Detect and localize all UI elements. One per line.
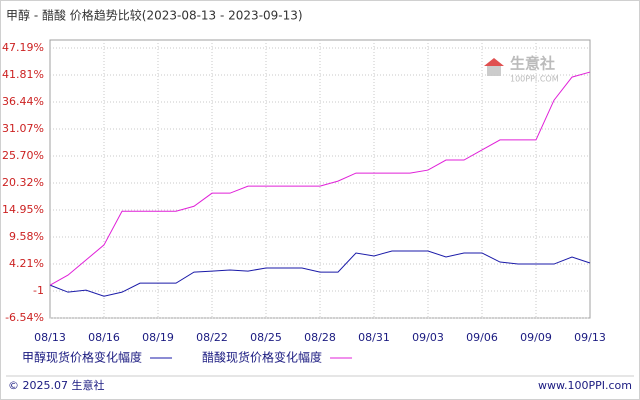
x-tick-label: 09/06 (466, 331, 498, 344)
chart-title: 甲醇 - 醋酸 价格趋势比较(2023-08-13 - 2023-09-13) (6, 8, 303, 23)
x-tick-label: 08/25 (250, 331, 282, 344)
y-tick-label: 9.58% (9, 230, 44, 243)
y-tick-label: -1 (33, 284, 44, 297)
y-tick-label: 4.21% (9, 257, 44, 270)
x-tick-label: 08/22 (196, 331, 228, 344)
x-tick-label: 08/19 (142, 331, 174, 344)
legend-label: 醋酸现货价格变化幅度 (202, 350, 322, 365)
legend-label: 甲醇现货价格变化幅度 (22, 350, 142, 365)
watermark-site: 100PPI.COM (510, 75, 559, 84)
y-tick-label: 14.95% (2, 203, 44, 216)
x-tick-label: 09/03 (412, 331, 444, 344)
footer-right: www.100PPI.com (538, 379, 632, 392)
y-tick-label: -6.54% (5, 311, 44, 324)
x-tick-label: 09/13 (574, 331, 606, 344)
watermark-name: 生意社 (510, 55, 555, 73)
y-tick-label: 31.07% (2, 122, 44, 135)
series-line (49, 250, 591, 297)
x-tick-label: 08/31 (358, 331, 390, 344)
x-tick-label: 08/13 (34, 331, 66, 344)
x-tick-label: 08/16 (88, 331, 120, 344)
x-tick-label: 09/09 (520, 331, 552, 344)
y-tick-label: 47.19% (2, 41, 44, 54)
series-line (49, 71, 591, 286)
x-tick-label: 08/28 (304, 331, 336, 344)
watermark-icon (487, 66, 501, 76)
footer-left: © 2025.07 生意社 (8, 378, 104, 392)
watermark: 生意社 100PPI.COM (484, 55, 559, 84)
y-tick-label: 41.81% (2, 68, 44, 81)
y-tick-label: 36.44% (2, 95, 44, 108)
y-tick-label: 25.70% (2, 149, 44, 162)
y-tick-label: 20.32% (2, 176, 44, 189)
watermark-icon (484, 58, 504, 66)
